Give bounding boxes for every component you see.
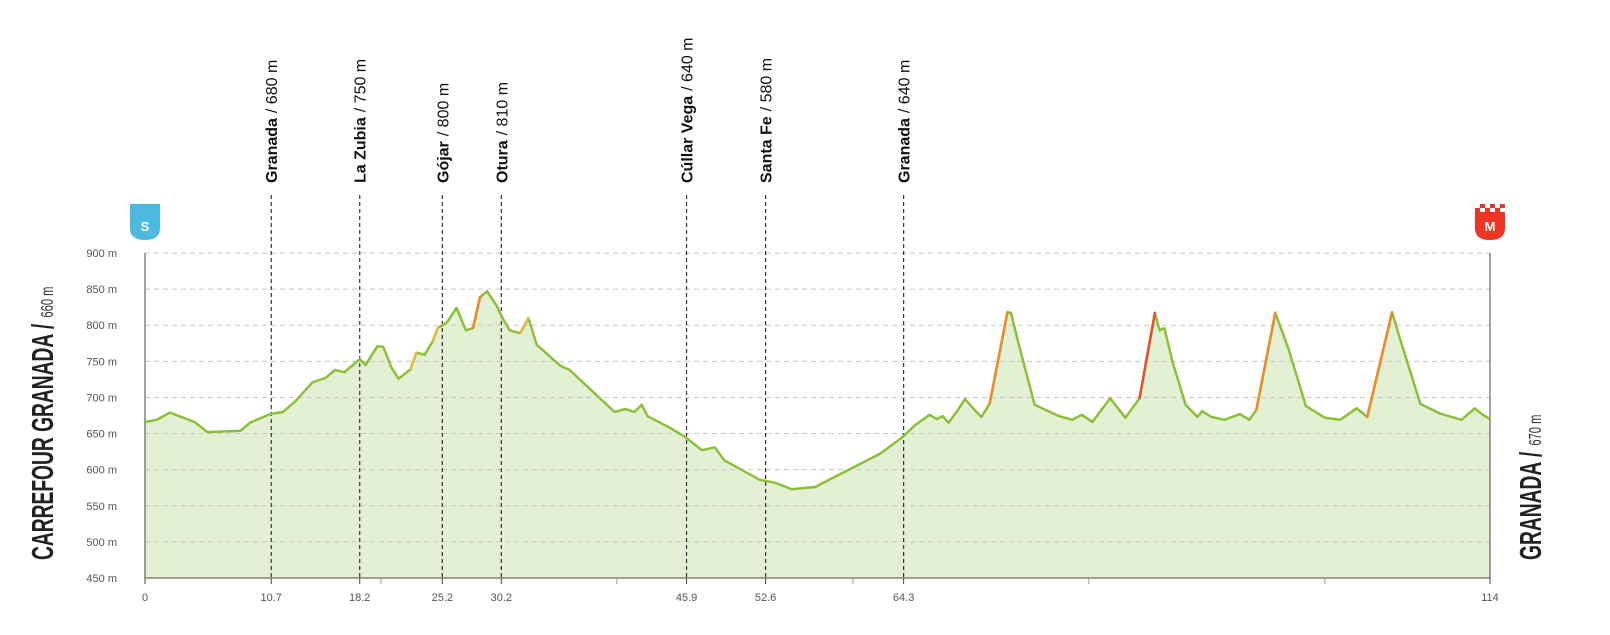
waypoint-name: Granada — [264, 118, 281, 183]
waypoint-elevation: / 680 m — [264, 60, 281, 113]
y-tick-label: 550 m — [86, 501, 117, 513]
y-tick-label: 800 m — [86, 320, 117, 332]
start-elevation: 660 m — [37, 287, 57, 318]
x-tick-label: 25.2 — [432, 592, 453, 604]
waypoint-elevation: / 810 m — [494, 82, 511, 135]
waypoint-name: Cúllar Vega — [680, 96, 697, 183]
grade-segment — [431, 326, 439, 343]
grid — [144, 195, 1491, 584]
waypoint-label: La Zubia / 750 m — [353, 59, 370, 183]
profile-line — [144, 290, 1491, 491]
finish-badge-label: M — [1485, 219, 1496, 234]
start-badge — [130, 204, 160, 240]
y-tick-label: 450 m — [86, 573, 117, 585]
x-tick-label: 114 — [1481, 592, 1499, 604]
finish-check — [1495, 204, 1500, 208]
grade-segment — [409, 351, 418, 371]
grade-segment — [1255, 311, 1277, 411]
y-tick-label: 850 m — [86, 284, 117, 296]
x-tick-label: 64.3 — [893, 592, 914, 604]
y-tick-label: 700 m — [86, 392, 117, 404]
x-tick-label: 52.6 — [755, 592, 776, 604]
waypoint-elevation: / 640 m — [897, 60, 914, 113]
start-badge-label: S — [141, 219, 150, 234]
grade-segment — [1138, 311, 1157, 400]
waypoint-label: Gójar / 800 m — [435, 83, 452, 183]
waypoint-name: Granada — [897, 118, 914, 183]
waypoint-label: Santa Fe / 580 m — [759, 58, 776, 183]
waypoint-label: Granada / 680 m — [264, 60, 281, 183]
waypoint-name: Santa Fe — [759, 116, 776, 183]
finish-elevation: 670 m — [1525, 415, 1545, 446]
start-name: CARREFOUR GRANADA / — [27, 324, 61, 560]
x-tick-label: 18.2 — [349, 592, 370, 604]
waypoint-elevation: / 580 m — [759, 58, 776, 111]
x-tick-label: 0 — [142, 592, 148, 604]
labels: 450 m 500 m 550 m 600 m 650 m 700 m 750 m 800 m… — [27, 37, 1549, 604]
waypoint-name: Otura — [494, 140, 511, 183]
y-tick-label: 900 m — [86, 248, 117, 260]
finish-check — [1500, 208, 1505, 212]
profile-area — [145, 291, 1490, 578]
waypoint-name: Gójar — [435, 141, 452, 183]
waypoint-label: Cúllar Vega / 640 m — [680, 37, 697, 183]
start-title: CARREFOUR GRANADA / 660 m — [27, 287, 61, 560]
waypoint-label: Otura / 810 m — [494, 82, 511, 183]
y-tick-label: 600 m — [86, 465, 117, 477]
waypoint-elevation: / 800 m — [435, 83, 452, 136]
grade-segment — [518, 316, 530, 335]
grade-segment — [988, 310, 1009, 405]
grade-segment — [1366, 310, 1394, 419]
x-tick-label: 30.2 — [491, 592, 512, 604]
y-tick-label: 500 m — [86, 537, 117, 549]
waypoint-elevation: / 640 m — [680, 37, 697, 90]
finish-name: GRANADA / — [1515, 452, 1549, 560]
profile-line — [144, 290, 1491, 491]
waypoint-label: Granada / 640 m — [897, 60, 914, 183]
waypoint-name: La Zubia — [353, 117, 370, 183]
finish-check — [1490, 208, 1495, 212]
y-tick-label: 750 m — [86, 356, 117, 368]
y-tick-label: 650 m — [86, 429, 117, 441]
finish-title: GRANADA / 670 m — [1515, 415, 1549, 560]
finish-check — [1475, 204, 1480, 208]
grade-segment — [471, 295, 482, 330]
finish-check — [1480, 208, 1485, 212]
x-tick-label: 45.9 — [676, 592, 697, 604]
waypoint-elevation: / 750 m — [353, 59, 370, 112]
finish-check — [1485, 204, 1490, 208]
finish-badge — [1475, 204, 1505, 240]
x-tick-label: 10.7 — [261, 592, 282, 604]
profile-area — [145, 291, 1490, 578]
